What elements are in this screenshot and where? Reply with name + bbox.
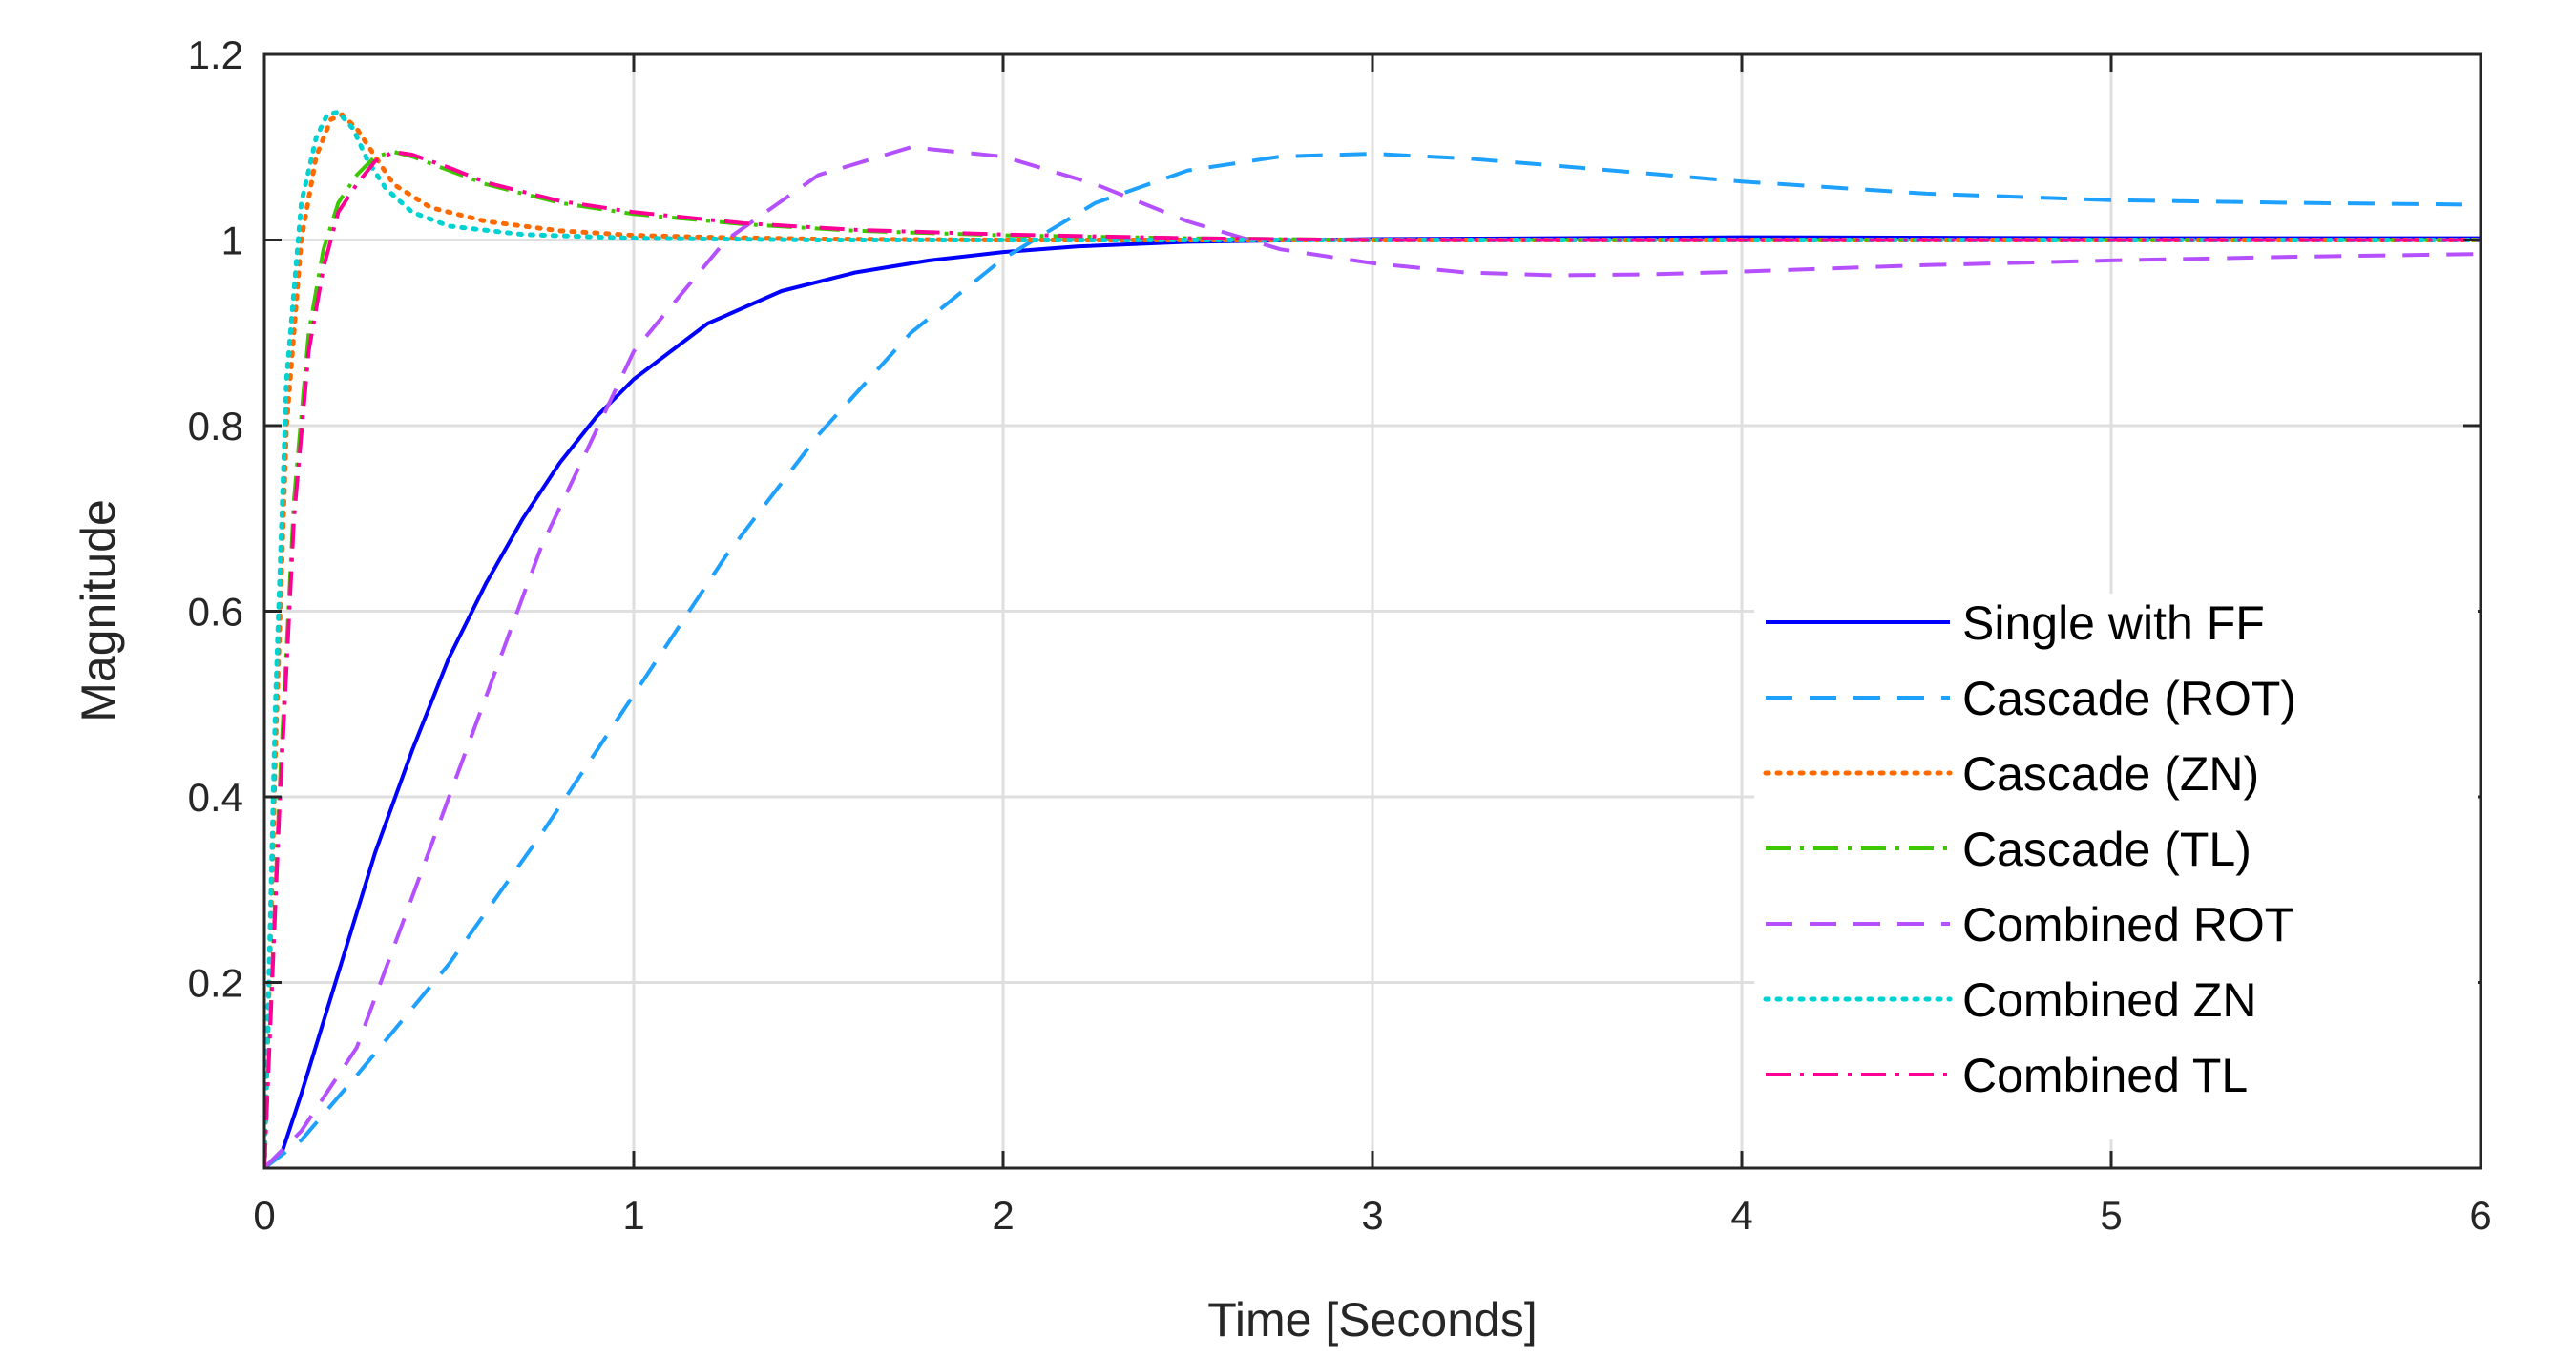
series-line-7 [264, 150, 2481, 1168]
x-tick-label: 4 [1730, 1193, 1752, 1238]
y-tick-label: 0.2 [188, 961, 243, 1006]
y-tick-label: 1.2 [188, 32, 243, 77]
x-axis-label: Time [Seconds] [1207, 1293, 1538, 1347]
series-line-3 [264, 112, 2481, 1168]
x-tick-label: 0 [253, 1193, 275, 1238]
x-tick-label: 1 [622, 1193, 644, 1238]
x-tick-label: 3 [1361, 1193, 1383, 1238]
series-line-6 [264, 109, 2481, 1168]
y-tick-label: 0.8 [188, 404, 243, 449]
y-tick-label: 0.6 [188, 590, 243, 635]
x-tick-label: 5 [2100, 1193, 2122, 1238]
series-line-2 [264, 152, 2481, 1168]
legend-label: Cascade (ROT) [1962, 672, 2296, 725]
series-line-5 [264, 145, 2481, 1168]
x-tick-label: 2 [992, 1193, 1014, 1238]
legend-label: Cascade (ZN) [1962, 747, 2259, 801]
y-axis-label: Magnitude [72, 499, 125, 722]
legend-label: Combined ROT [1962, 898, 2293, 951]
y-tick-label: 1 [221, 219, 243, 263]
x-tick-label: 6 [2469, 1193, 2491, 1238]
legend-label: Cascade (TL) [1962, 823, 2251, 876]
legend-label: Combined ZN [1962, 973, 2256, 1027]
legend: Single with FF Cascade (ROT) Cascade (ZN) C… [1754, 594, 2478, 1139]
legend-label: Combined TL [1962, 1049, 2248, 1102]
y-tick-label: 0.4 [188, 775, 243, 820]
tick-labels: 0 1 2 3 4 5 6 0.2 0.4 0.6 0.8 1 1.2 [188, 32, 2492, 1238]
series-layer [264, 109, 2481, 1168]
legend-box [1754, 594, 2478, 1139]
legend-label: Single with FF [1962, 596, 2265, 650]
